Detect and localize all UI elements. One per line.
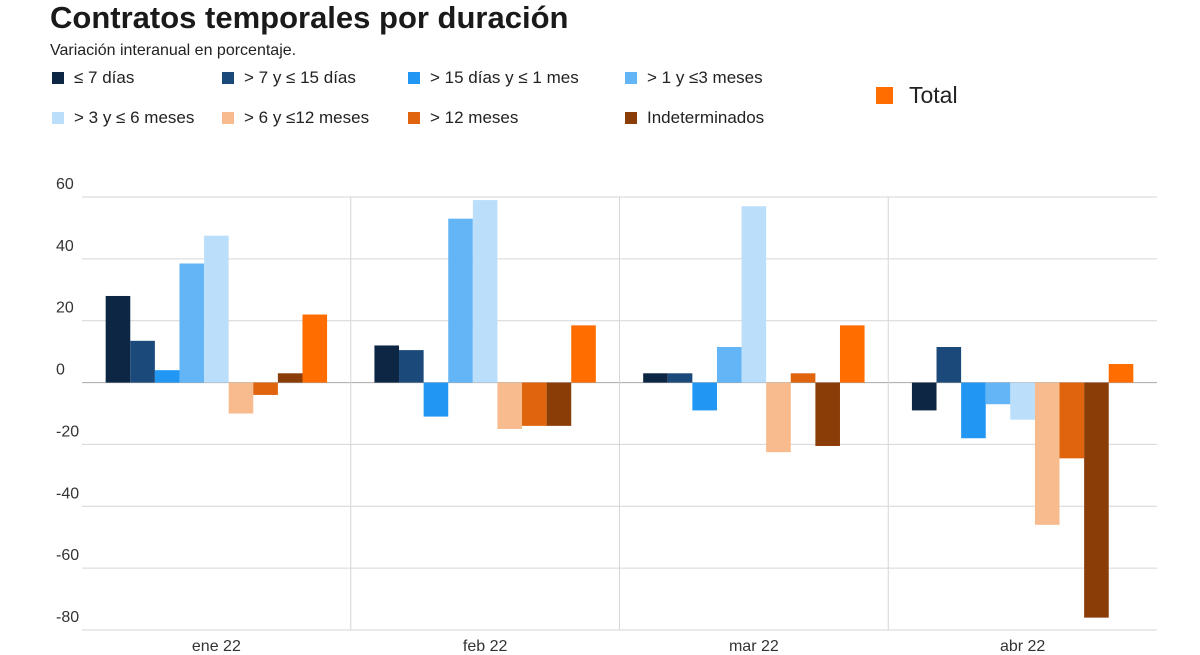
y-tick-label: 0 (56, 362, 65, 379)
legend-label: Indeterminados (647, 108, 765, 127)
legend-item: > 6 y ≤12 meses (222, 108, 369, 128)
legend-label: > 15 días y ≤ 1 mes (430, 68, 579, 87)
legend-label: ≤ 7 días (74, 68, 135, 87)
y-tick-label: 60 (56, 176, 74, 193)
bar (154, 370, 180, 383)
legend-swatch (222, 112, 234, 124)
bar (105, 295, 131, 383)
bar (741, 206, 767, 383)
bar (448, 218, 473, 383)
bar (716, 347, 742, 383)
bar (179, 263, 205, 383)
bar (643, 373, 668, 383)
legend-swatch (625, 72, 637, 84)
y-tick-label: -60 (56, 547, 79, 564)
chart-subtitle: Variación interanual en porcentaje. (50, 42, 297, 59)
legend-item: > 1 y ≤3 meses (625, 68, 763, 88)
bar (985, 382, 1011, 405)
legend-label: > 3 y ≤ 6 meses (74, 108, 195, 127)
legend-swatch (52, 112, 64, 124)
bar (546, 382, 572, 426)
x-tick-label: mar 22 (729, 638, 779, 655)
bar (667, 373, 693, 383)
x-tick-label: ene 22 (192, 638, 241, 655)
legend-swatch (408, 72, 420, 84)
bar (522, 382, 547, 426)
y-tick-label: 40 (56, 238, 74, 255)
x-tick-label: abr 22 (1000, 638, 1045, 655)
axis-labels: 60 40 20 0 -20 -40 -60 -80 ene 22 feb 22 mar 22 abr… (56, 176, 1045, 655)
bar (399, 350, 424, 383)
bar (374, 345, 400, 383)
legend-swatch (222, 72, 234, 84)
legend-label: > 1 y ≤3 meses (647, 68, 763, 87)
bar (839, 325, 865, 383)
bar (130, 340, 155, 383)
bar (815, 382, 840, 446)
legend-label: > 7 y ≤ 15 días (244, 68, 356, 87)
legend-swatch (408, 112, 420, 124)
legend-label: > 12 meses (430, 108, 519, 127)
x-tick-label: feb 22 (463, 638, 508, 655)
legend-item: > 7 y ≤ 15 días (222, 68, 356, 88)
bar (1084, 382, 1109, 618)
legend-item: > 12 meses (408, 108, 518, 128)
bar (790, 373, 816, 383)
legend-item: > 15 días y ≤ 1 mes (408, 68, 579, 88)
y-tick-label: -40 (56, 485, 79, 502)
legend-swatch (625, 112, 637, 124)
bar (936, 347, 962, 383)
legend-item: Indeterminados (625, 108, 764, 128)
bar (766, 382, 791, 453)
bar (1010, 382, 1035, 420)
bar (277, 373, 303, 383)
bar (911, 382, 937, 411)
legend-item: Total (876, 82, 958, 109)
bar (692, 382, 717, 411)
bar (961, 382, 986, 439)
y-tick-label: 20 (56, 300, 74, 317)
legend-item: ≤ 7 días (52, 68, 134, 88)
legend-swatch (52, 72, 64, 84)
bar (253, 382, 278, 395)
bar (497, 382, 523, 429)
bar (1034, 382, 1060, 525)
bar (571, 325, 596, 383)
y-tick-label: -20 (56, 423, 79, 440)
bar (1108, 364, 1134, 383)
bar (1059, 382, 1085, 459)
bar (472, 200, 498, 383)
legend-item: > 3 y ≤ 6 meses (52, 108, 194, 128)
legend-label: Total (909, 82, 958, 108)
bar (228, 382, 254, 414)
bars (105, 200, 1134, 618)
chart-title: Contratos temporales por duración (50, 0, 569, 35)
y-tick-label: -80 (56, 609, 79, 626)
bar (204, 235, 229, 383)
legend-swatch (876, 87, 893, 104)
legend-label: > 6 y ≤12 meses (244, 108, 370, 127)
bar (302, 314, 328, 383)
bar (423, 382, 449, 417)
